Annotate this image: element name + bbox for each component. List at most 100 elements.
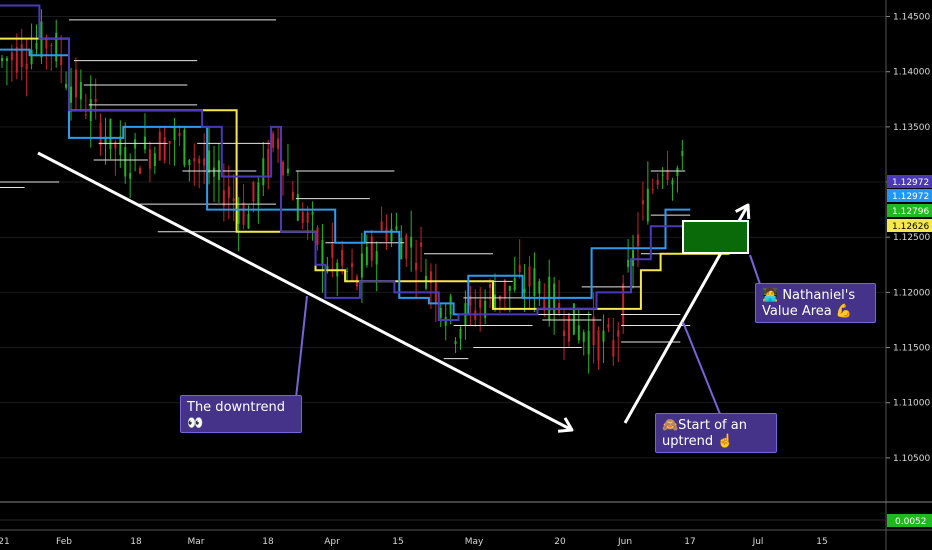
candle-body bbox=[79, 81, 82, 100]
candle-body bbox=[400, 237, 403, 260]
candle-body bbox=[198, 158, 201, 164]
value-area-callout[interactable]: 🧑‍💻 Nathaniel's Value Area 💪 bbox=[755, 283, 876, 323]
candle-body bbox=[360, 253, 363, 278]
candle-body bbox=[484, 300, 487, 318]
candle-body bbox=[158, 131, 161, 161]
candle-body bbox=[277, 138, 280, 149]
candle-body bbox=[666, 169, 669, 181]
ytick-label: 1.13500 bbox=[893, 123, 930, 133]
xtick-label: 21 bbox=[0, 537, 10, 547]
candle-body bbox=[395, 226, 398, 230]
candle-body bbox=[237, 209, 240, 224]
candle-body bbox=[173, 127, 176, 141]
candle-body bbox=[222, 190, 225, 207]
candle-body bbox=[439, 307, 442, 318]
indicator-tag-bg bbox=[887, 514, 932, 527]
candle-body bbox=[656, 179, 659, 185]
candle-body bbox=[567, 313, 570, 342]
candle-body bbox=[518, 264, 521, 273]
ytick-label: 1.12000 bbox=[893, 288, 930, 298]
candle-body bbox=[523, 289, 526, 293]
candle-body bbox=[74, 69, 77, 98]
candle-body bbox=[94, 99, 97, 102]
candle-body bbox=[168, 141, 171, 144]
candle-body bbox=[109, 118, 112, 150]
candle-body bbox=[55, 32, 58, 62]
xtick-label: 15 bbox=[392, 537, 403, 547]
candle-body bbox=[5, 58, 8, 61]
candle-body bbox=[410, 237, 413, 248]
price-tag-text: 1.12796 bbox=[892, 207, 929, 217]
ytick-label: 1.11000 bbox=[893, 399, 930, 409]
xtick-label: 20 bbox=[554, 537, 566, 547]
candle-body bbox=[163, 136, 166, 161]
candle-body bbox=[10, 52, 13, 61]
candle-body bbox=[454, 341, 457, 344]
candle-body bbox=[306, 212, 309, 223]
xtick-label: 15 bbox=[816, 537, 827, 547]
xtick-label: Jun bbox=[617, 537, 632, 547]
candle-body bbox=[45, 38, 48, 49]
value-area-box bbox=[682, 220, 749, 254]
downtrend-callout[interactable]: The downtrend 👀 bbox=[180, 395, 302, 433]
candle-body bbox=[267, 149, 270, 178]
candle-body bbox=[25, 63, 28, 70]
candle-body bbox=[405, 235, 408, 259]
price-tag-bg bbox=[887, 175, 932, 188]
candle-body bbox=[444, 316, 447, 326]
candle-body bbox=[577, 325, 580, 341]
candle-body bbox=[282, 161, 285, 176]
ytick-label: 1.14500 bbox=[893, 13, 930, 23]
price-tag-2: 1.12796 bbox=[887, 204, 932, 217]
price-tag-0: 1.12972 bbox=[887, 175, 932, 188]
candle-body bbox=[247, 213, 250, 229]
candle-body bbox=[183, 129, 186, 166]
annotations bbox=[37, 151, 763, 433]
candle-body bbox=[459, 328, 462, 339]
candle-body bbox=[602, 330, 605, 342]
xtick-label: Jul bbox=[752, 537, 764, 547]
candle-body bbox=[636, 234, 639, 247]
candle-body bbox=[84, 114, 87, 116]
candle-body bbox=[232, 198, 235, 202]
candle-body bbox=[139, 167, 142, 174]
candle-body bbox=[494, 294, 496, 310]
candle-body bbox=[252, 181, 255, 202]
candle-body bbox=[193, 158, 196, 161]
downtrend-arrow bbox=[37, 151, 573, 432]
candle-body bbox=[513, 277, 516, 290]
candle-body bbox=[563, 330, 566, 336]
candle-body bbox=[217, 160, 220, 181]
candle-body bbox=[331, 244, 334, 258]
candle-body bbox=[60, 56, 63, 66]
candle-body bbox=[341, 249, 344, 266]
candle-body bbox=[538, 281, 541, 294]
xtick-label: Feb bbox=[56, 537, 72, 547]
candle-body bbox=[646, 188, 649, 222]
candle-body bbox=[587, 330, 590, 355]
uptrend-arrow-head bbox=[734, 203, 751, 220]
candle-body bbox=[424, 275, 427, 289]
candle-body bbox=[365, 246, 368, 266]
candle-body bbox=[286, 168, 289, 173]
candle-body bbox=[208, 150, 211, 173]
candle-body bbox=[203, 158, 206, 166]
candle-body bbox=[346, 271, 349, 273]
candle-body bbox=[104, 136, 107, 145]
candle-body bbox=[676, 167, 679, 176]
candle-body bbox=[153, 153, 156, 166]
candle-body bbox=[572, 303, 575, 335]
candle-body bbox=[20, 44, 23, 67]
candle-body bbox=[242, 202, 245, 225]
ytick-label: 1.11500 bbox=[893, 344, 930, 354]
candle-body bbox=[178, 132, 181, 137]
uptrend-callout[interactable]: 🙈Start of an uptrend ☝️ bbox=[655, 413, 777, 453]
candle-body bbox=[543, 297, 546, 311]
price-tag-bg bbox=[887, 219, 932, 232]
candle-body bbox=[272, 133, 275, 148]
candlesticks bbox=[1, 9, 684, 374]
candle-body bbox=[15, 47, 18, 73]
candle-body bbox=[30, 49, 33, 65]
candle-body bbox=[385, 227, 388, 242]
